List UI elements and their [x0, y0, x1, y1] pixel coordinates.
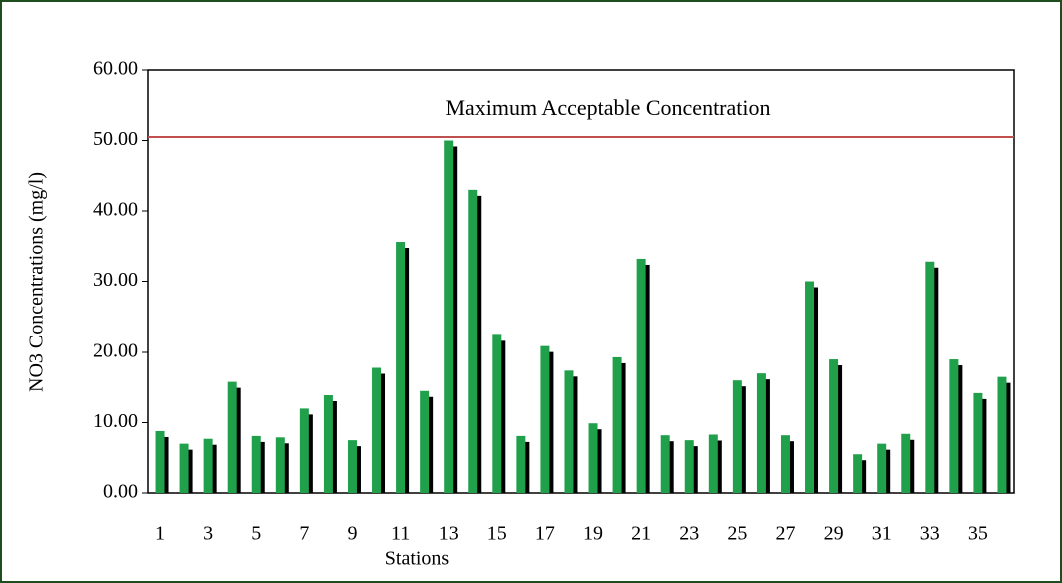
bar — [853, 454, 863, 493]
y-axis-title: NO3 Concentrations (mg/l) — [26, 172, 48, 392]
x-tick-label: 15 — [487, 523, 507, 545]
bar — [925, 261, 935, 493]
bar — [949, 359, 959, 493]
bar — [612, 356, 622, 493]
bar — [877, 443, 887, 493]
bar — [155, 430, 165, 493]
x-tick-label: 23 — [679, 523, 699, 545]
bar — [540, 345, 550, 493]
x-tick-label: 7 — [299, 523, 309, 545]
bar — [516, 435, 526, 493]
x-tick-label: 27 — [775, 523, 795, 545]
bar — [396, 242, 406, 493]
bar — [756, 373, 766, 493]
bar — [347, 440, 357, 493]
x-axis-title: Stations — [385, 548, 450, 570]
reference-label: Maximum Acceptable Concentration — [445, 95, 770, 120]
bar — [227, 381, 237, 493]
x-tick-label: 29 — [824, 523, 844, 545]
y-tick-label: 0.00 — [103, 481, 138, 503]
y-tick-label: 50.00 — [93, 128, 138, 150]
bar — [492, 334, 502, 493]
bar — [660, 435, 670, 493]
bar — [275, 437, 285, 493]
bar — [829, 359, 839, 493]
y-tick-label: 10.00 — [93, 410, 138, 432]
x-tick-label: 33 — [920, 523, 940, 545]
bar — [179, 443, 189, 493]
bar — [323, 395, 333, 493]
bar — [973, 392, 983, 493]
bar — [468, 189, 478, 493]
y-tick-label: 20.00 — [93, 340, 138, 362]
x-tick-label: 25 — [727, 523, 747, 545]
bar — [444, 140, 454, 493]
y-tick-label: 40.00 — [93, 199, 138, 221]
x-tick-label: 1 — [155, 523, 165, 545]
bar — [780, 435, 790, 493]
x-tick-label: 3 — [203, 523, 213, 545]
bar — [299, 408, 309, 493]
x-tick-label: 9 — [347, 523, 357, 545]
bar — [997, 376, 1007, 493]
bar — [901, 433, 911, 493]
bar — [203, 438, 213, 493]
bar — [372, 367, 382, 493]
x-tick-label: 35 — [968, 523, 988, 545]
plot-area — [147, 69, 1015, 494]
bar — [636, 258, 646, 493]
bar — [251, 435, 261, 493]
x-tick-label: 19 — [583, 523, 603, 545]
y-tick-label: 60.00 — [93, 58, 138, 80]
x-tick-label: 5 — [251, 523, 261, 545]
y-tick-label: 30.00 — [93, 269, 138, 291]
x-tick-label: 13 — [439, 523, 459, 545]
bar — [805, 281, 815, 493]
bar — [588, 423, 598, 493]
x-tick-label: 11 — [391, 523, 410, 545]
bar — [732, 380, 742, 493]
bar — [420, 390, 430, 493]
x-tick-label: 31 — [872, 523, 892, 545]
bar — [684, 440, 694, 493]
x-tick-label: 21 — [631, 523, 651, 545]
x-tick-label: 17 — [535, 523, 555, 545]
bar — [708, 434, 718, 493]
bar — [564, 370, 574, 493]
